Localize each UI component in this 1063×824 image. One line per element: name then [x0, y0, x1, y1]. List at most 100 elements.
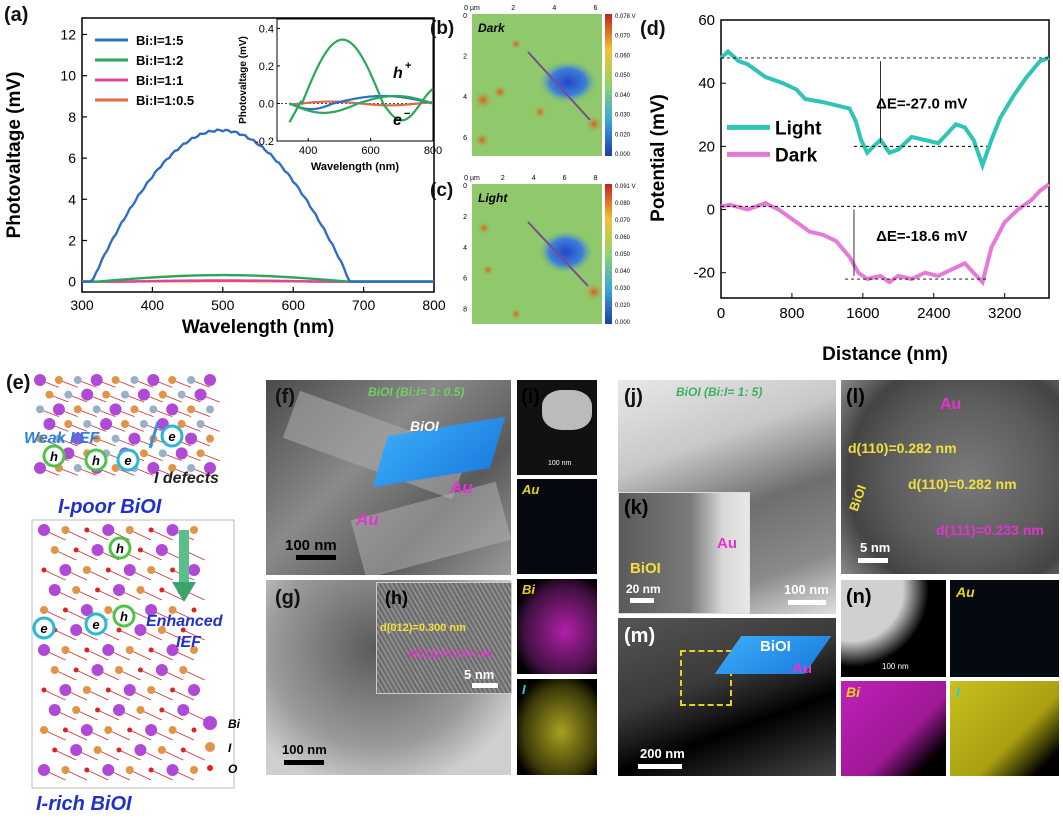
o-atom: [148, 767, 154, 773]
map-top-tick: 2: [511, 5, 515, 12]
map-side-tick: 4: [463, 94, 467, 101]
chart-a-frame: [81, 17, 435, 293]
i-atom: [168, 606, 177, 614]
i-atom: [136, 706, 145, 714]
a-ytick-label: 2: [68, 232, 76, 248]
vacancy-atom: [158, 449, 167, 458]
o-atom: [95, 587, 101, 593]
o-atom: [52, 747, 58, 753]
o-atom: [170, 567, 176, 573]
bi-atom: [38, 644, 50, 656]
map-top-tick: 6: [594, 5, 598, 12]
i-atom: [72, 706, 81, 714]
bi-atom: [147, 462, 160, 474]
inset-hplus-sup: +: [405, 60, 411, 72]
i-atom: [115, 666, 123, 674]
i-atom: [61, 646, 70, 654]
map-top-tick: 0 µm: [464, 5, 480, 12]
a-xtick-label: 400: [141, 297, 165, 313]
d-legend-label: Dark: [775, 145, 818, 166]
bi-atom: [80, 724, 93, 736]
d-ytick-label: 20: [698, 138, 715, 155]
o-atom: [191, 607, 197, 613]
panel-e-label: (e): [6, 372, 31, 394]
a-xtick-label: 500: [211, 297, 235, 313]
bi-atom: [91, 664, 104, 676]
i-atom: [136, 586, 145, 594]
sem-image-f: [266, 380, 511, 575]
panel-j-label: (j): [624, 386, 643, 408]
svg-text:h: h: [120, 609, 128, 624]
i-atom: [50, 546, 59, 554]
bi-atom: [137, 388, 150, 401]
i-atom: [190, 766, 198, 774]
d-ytick-label: 40: [698, 75, 715, 92]
i-atom: [179, 666, 188, 674]
inset-series-line: [289, 94, 434, 114]
bi-atom: [43, 418, 56, 430]
map-side-tick: 6: [463, 135, 467, 142]
i-atom: [177, 420, 186, 428]
haadf-image-n: [841, 580, 946, 677]
bi-atom: [155, 664, 168, 676]
vacancy-atom: [73, 376, 82, 384]
bi-atom: [71, 432, 84, 445]
o-atom: [137, 667, 143, 673]
o-atom: [180, 747, 186, 753]
a-ytick-label: 10: [60, 68, 76, 84]
hrtem-image-l: [841, 380, 1059, 574]
kpfm-light-map: Light 0 µm 2 4 6 8 0 2 4 6 8 0.091 V 0.080 0.070 0.06…: [463, 175, 636, 326]
profile-line: [527, 51, 591, 121]
svg-text:ΔE=-18.6 mV: ΔE=-18.6 mV: [876, 228, 967, 245]
i-atom: [111, 464, 120, 472]
i-atom: [93, 746, 102, 754]
bi-atom: [113, 704, 125, 716]
map-scale-tick: 0.040: [615, 93, 631, 99]
panel-f-label: (f): [275, 386, 295, 408]
map-scale-tick: 0.020: [615, 303, 631, 309]
map-scale-tick: 0.091 V: [615, 184, 636, 190]
bi-atom: [102, 764, 115, 776]
bi-atom: [134, 744, 147, 756]
o-atom: [84, 527, 90, 533]
o-atom: [84, 647, 90, 653]
vacancy-atom: [187, 376, 196, 384]
panel-b-label: (b): [430, 18, 455, 39]
vacancy-atom: [139, 420, 148, 428]
bi-atom: [48, 704, 61, 716]
bi-atom: [134, 624, 147, 636]
i-atom: [40, 606, 48, 614]
bi-atom: [70, 624, 83, 636]
i-atom: [61, 526, 70, 534]
svg-text:e: e: [168, 429, 175, 444]
d-xtick-label: 800: [779, 305, 804, 322]
inset-xtick-label: 600: [361, 145, 379, 157]
inset-ytick-label: 0.2: [259, 61, 274, 73]
a-legend-label: Bi:I=1:0.5: [136, 93, 194, 108]
bi-atom: [59, 684, 72, 696]
svg-text:h: h: [116, 541, 124, 556]
o-atom: [41, 567, 47, 573]
bi-atom: [185, 432, 198, 445]
i-atom: [157, 626, 166, 634]
o-atom: [105, 567, 111, 573]
bi-atom: [80, 604, 93, 616]
bi-atom: [194, 388, 207, 401]
map-top-tick: 2: [501, 175, 505, 182]
i-atom: [102, 390, 111, 399]
bi-atom: [48, 584, 61, 596]
f-title: BiOI (Bi:I= 1: 0.5): [368, 385, 465, 399]
d-legend-label: Light: [775, 118, 822, 139]
bi-atom: [38, 764, 50, 776]
i-atom: [61, 766, 70, 774]
i-atom: [82, 566, 91, 574]
map-scale-tick: 0.060: [615, 235, 631, 241]
svg-text:I: I: [228, 741, 232, 755]
chart-d-ylabel: Potential (mV): [648, 94, 669, 222]
vacancy-atom: [73, 464, 82, 472]
panel-d-label: (d): [640, 18, 666, 40]
panel-m-label: (m): [624, 625, 656, 647]
vacancy-atom: [121, 390, 129, 399]
o-atom: [73, 667, 79, 673]
i-atom: [187, 405, 196, 414]
